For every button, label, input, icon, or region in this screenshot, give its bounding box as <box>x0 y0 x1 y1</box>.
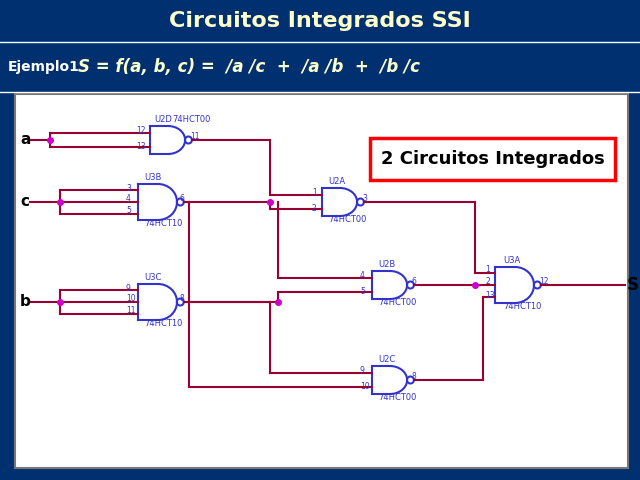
Text: Circuitos Integrados SSI: Circuitos Integrados SSI <box>169 11 471 31</box>
Text: U3C: U3C <box>144 273 161 282</box>
Text: 1: 1 <box>312 188 317 197</box>
Text: U2A: U2A <box>328 177 345 186</box>
Text: b: b <box>20 295 31 310</box>
Text: 4: 4 <box>360 271 365 280</box>
Bar <box>370 138 615 180</box>
Text: 8: 8 <box>412 372 417 381</box>
Text: U2C: U2C <box>378 355 396 364</box>
Text: a: a <box>20 132 30 147</box>
Bar <box>15 94 628 468</box>
Text: 2: 2 <box>312 204 317 213</box>
Text: 74HCT00: 74HCT00 <box>378 393 417 402</box>
Text: 6: 6 <box>180 194 185 203</box>
Text: 5: 5 <box>360 287 365 296</box>
Text: 11: 11 <box>190 132 200 141</box>
Text: 3: 3 <box>126 184 131 193</box>
Text: 74HCT00: 74HCT00 <box>328 215 366 224</box>
Text: 5: 5 <box>126 206 131 215</box>
Text: 12: 12 <box>136 126 145 135</box>
Text: 13: 13 <box>485 291 495 300</box>
Text: U2D: U2D <box>154 115 172 124</box>
Text: 8: 8 <box>180 294 185 303</box>
Text: 2 Circuitos Integrados: 2 Circuitos Integrados <box>381 150 604 168</box>
Text: 3: 3 <box>362 194 367 203</box>
Text: 13: 13 <box>136 142 146 151</box>
Text: S = f(a, b, c) =  /a /c  +  /a /b  +  /b /c: S = f(a, b, c) = /a /c + /a /b + /b /c <box>78 58 420 76</box>
Text: U3A: U3A <box>503 256 520 265</box>
Text: 74HCT10: 74HCT10 <box>503 302 541 311</box>
Text: 10: 10 <box>126 294 136 303</box>
Text: 9: 9 <box>126 284 131 293</box>
Text: c: c <box>20 194 29 209</box>
Text: 6: 6 <box>412 277 417 286</box>
Text: 11: 11 <box>126 306 136 315</box>
Text: 12: 12 <box>539 277 548 286</box>
Text: 74HCT10: 74HCT10 <box>144 219 182 228</box>
Text: 4: 4 <box>126 194 131 203</box>
Text: S: S <box>627 276 639 294</box>
Text: 74HCT00: 74HCT00 <box>172 115 211 124</box>
Text: Ejemplo1: Ejemplo1 <box>8 60 80 74</box>
Text: 2: 2 <box>485 277 490 286</box>
Text: 74HCT00: 74HCT00 <box>378 298 417 307</box>
Text: U3B: U3B <box>144 173 161 182</box>
Text: 9: 9 <box>360 366 365 375</box>
Text: U2B: U2B <box>378 260 396 269</box>
Bar <box>0 0 640 42</box>
Text: 1: 1 <box>485 265 490 274</box>
Text: 74HCT10: 74HCT10 <box>144 319 182 328</box>
Bar <box>0 42 640 92</box>
Text: 10: 10 <box>360 382 370 391</box>
